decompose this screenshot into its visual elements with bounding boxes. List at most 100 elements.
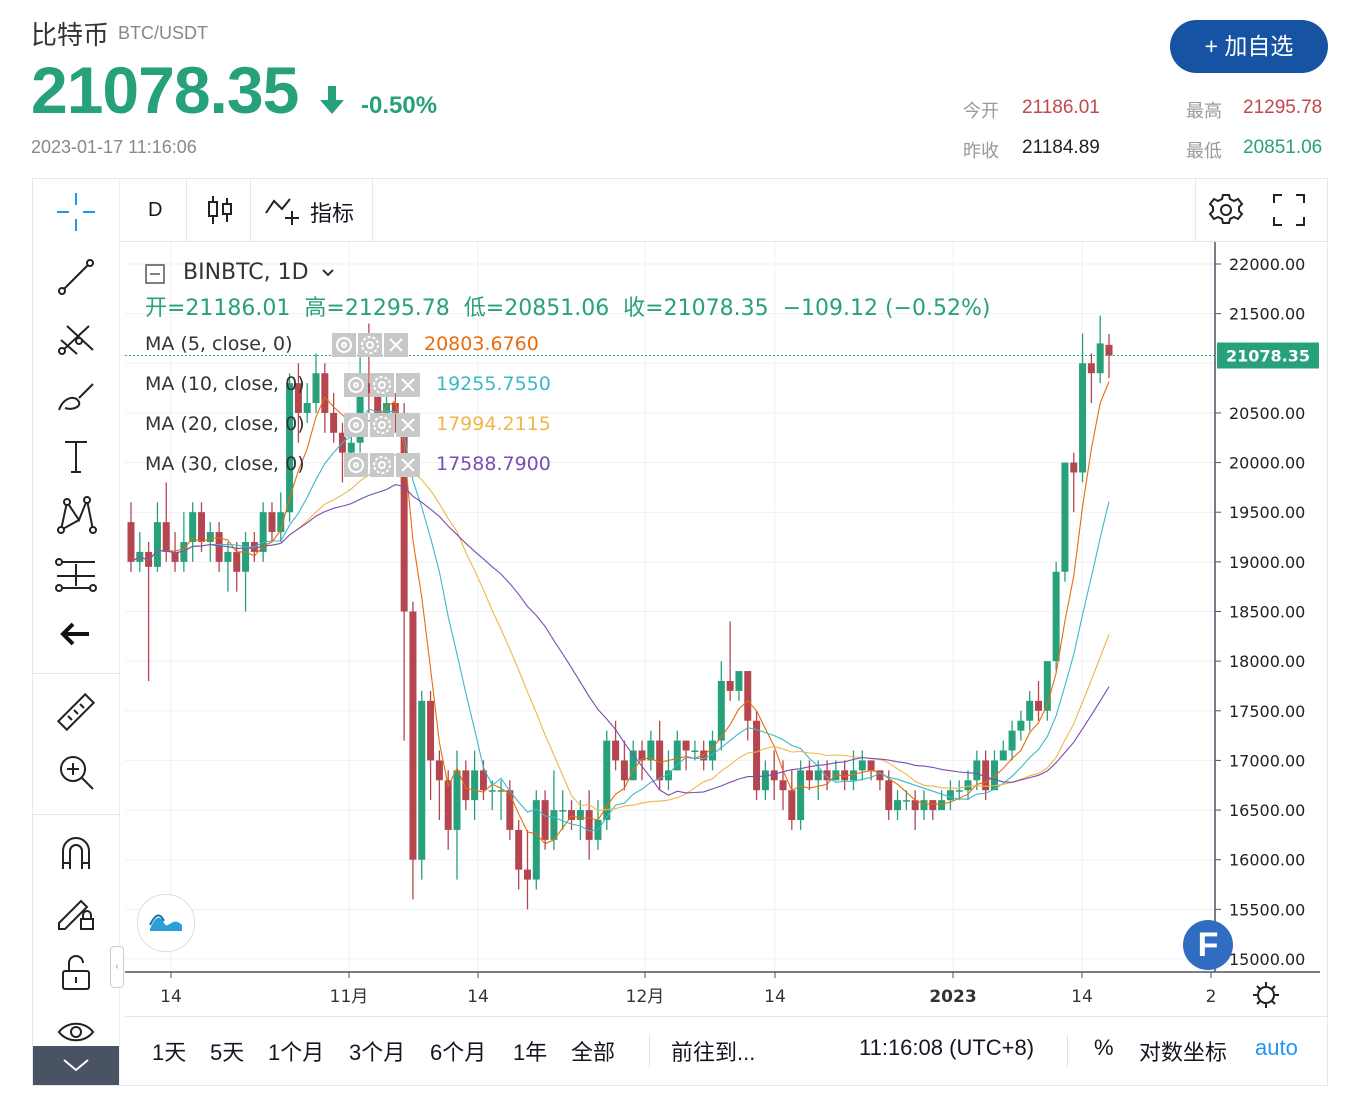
candle-style-icon[interactable] bbox=[205, 194, 235, 226]
asset-pair: BTC/USDT bbox=[118, 23, 208, 43]
candle bbox=[832, 770, 840, 781]
candle bbox=[1105, 344, 1113, 356]
unlock-icon[interactable] bbox=[53, 949, 99, 995]
settings-gear-icon[interactable] bbox=[1208, 192, 1244, 228]
magnet-icon[interactable] bbox=[53, 831, 99, 877]
candle bbox=[568, 810, 576, 820]
candle bbox=[876, 770, 884, 781]
log-scale-toggle[interactable]: 对数坐标 bbox=[1139, 1040, 1228, 1065]
collapse-toolbar-handle[interactable]: ‹ bbox=[110, 946, 124, 988]
candle bbox=[197, 512, 205, 542]
text-icon[interactable] bbox=[53, 434, 99, 480]
candle bbox=[162, 522, 170, 552]
eye-icon[interactable] bbox=[344, 373, 368, 397]
toolbar-separator bbox=[1067, 1035, 1068, 1067]
eye-icon[interactable] bbox=[344, 413, 368, 437]
gear-icon[interactable] bbox=[370, 373, 394, 397]
axis-settings-icon[interactable] bbox=[1257, 986, 1275, 1004]
candle bbox=[277, 512, 285, 533]
candle bbox=[189, 512, 197, 542]
indicators-button[interactable]: 指标 bbox=[310, 201, 355, 226]
candle bbox=[664, 770, 672, 781]
close-icon[interactable] bbox=[396, 413, 420, 437]
candle bbox=[761, 770, 769, 791]
percent-toggle[interactable]: % bbox=[1094, 1035, 1114, 1060]
f-badge-icon[interactable]: F bbox=[1183, 920, 1233, 970]
candle bbox=[180, 542, 188, 562]
gear-icon[interactable] bbox=[370, 453, 394, 477]
eye-icon[interactable] bbox=[344, 453, 368, 477]
candle bbox=[532, 800, 540, 880]
range-button[interactable]: 1天 bbox=[152, 1040, 187, 1065]
candle bbox=[1087, 363, 1095, 374]
pitchfork-icon[interactable] bbox=[53, 314, 99, 360]
gear-icon[interactable] bbox=[358, 333, 382, 357]
interval-button[interactable]: D bbox=[148, 199, 163, 221]
candle bbox=[471, 770, 479, 801]
add-watchlist-button[interactable]: + 加自选 bbox=[1170, 20, 1328, 73]
candle bbox=[964, 780, 972, 791]
zoom-in-icon[interactable] bbox=[53, 749, 99, 795]
range-button[interactable]: 1个月 bbox=[268, 1040, 325, 1065]
range-button[interactable]: 3个月 bbox=[349, 1040, 406, 1065]
range-button[interactable]: 1年 bbox=[513, 1040, 548, 1065]
toolbar-separator bbox=[250, 179, 251, 241]
close-icon[interactable] bbox=[396, 453, 420, 477]
eye-icon[interactable] bbox=[332, 333, 356, 357]
candle bbox=[726, 681, 734, 691]
candle bbox=[356, 383, 364, 443]
ma-value: 17588.7900 bbox=[436, 453, 551, 475]
close-icon[interactable] bbox=[396, 373, 420, 397]
candle bbox=[797, 770, 805, 820]
candle bbox=[523, 869, 531, 880]
chart-widget bbox=[32, 178, 1328, 1086]
range-button[interactable]: 全部 bbox=[571, 1040, 616, 1065]
candle bbox=[1017, 720, 1025, 731]
change-percent: -0.50% bbox=[361, 92, 438, 119]
eye-icon[interactable] bbox=[53, 1009, 99, 1055]
gear-icon[interactable] bbox=[370, 413, 394, 437]
lock-drawing-icon[interactable] bbox=[53, 889, 99, 935]
candle bbox=[946, 790, 954, 801]
pattern-icon[interactable] bbox=[53, 492, 99, 538]
toolbar-divider bbox=[33, 814, 119, 815]
ma-line bbox=[130, 453, 1110, 812]
trend-line-icon[interactable] bbox=[53, 254, 99, 300]
goto-date-button[interactable]: 前往到... bbox=[671, 1040, 756, 1065]
candle bbox=[585, 810, 593, 840]
back-arrow-icon[interactable] bbox=[53, 611, 99, 657]
asset-name: 比特币 bbox=[31, 20, 110, 50]
close-icon[interactable] bbox=[384, 333, 408, 357]
candle bbox=[462, 770, 470, 801]
brush-icon[interactable] bbox=[53, 374, 99, 420]
candle bbox=[259, 512, 267, 552]
projection-icon[interactable] bbox=[53, 552, 99, 598]
candle bbox=[1070, 462, 1078, 473]
candle bbox=[717, 681, 725, 741]
candle bbox=[444, 780, 452, 830]
ma-value: 20803.6760 bbox=[424, 333, 539, 355]
candle bbox=[233, 551, 241, 572]
candle bbox=[171, 551, 179, 562]
toolbar-separator bbox=[186, 179, 187, 241]
indicators-icon[interactable] bbox=[264, 193, 304, 227]
symbol-label[interactable]: BINBTC, 1D bbox=[183, 260, 309, 285]
axis-settings-icon-ray bbox=[1271, 985, 1276, 990]
candle bbox=[127, 522, 135, 562]
candle bbox=[550, 810, 558, 840]
chart-logo-button[interactable] bbox=[137, 894, 195, 952]
price-chart[interactable]: 22000.00 21500.00 20500.00 20000.00 19500.00… bbox=[125, 242, 1325, 1015]
range-button[interactable]: 5天 bbox=[210, 1040, 245, 1065]
crosshair-icon[interactable] bbox=[53, 189, 99, 235]
candle bbox=[929, 800, 937, 811]
y-tick-label: 20500.00 bbox=[1229, 404, 1305, 423]
range-button[interactable]: 6个月 bbox=[430, 1040, 487, 1065]
prev-close-label: 昨收 bbox=[963, 141, 999, 161]
auto-scale-toggle[interactable]: auto bbox=[1255, 1035, 1298, 1060]
collapse-legend-icon[interactable] bbox=[145, 264, 165, 284]
y-tick-label: 15000.00 bbox=[1229, 950, 1305, 969]
candle bbox=[629, 750, 637, 781]
toolbar-expand-button[interactable] bbox=[33, 1046, 119, 1085]
ruler-icon[interactable] bbox=[53, 689, 99, 735]
fullscreen-icon[interactable] bbox=[1272, 193, 1306, 227]
